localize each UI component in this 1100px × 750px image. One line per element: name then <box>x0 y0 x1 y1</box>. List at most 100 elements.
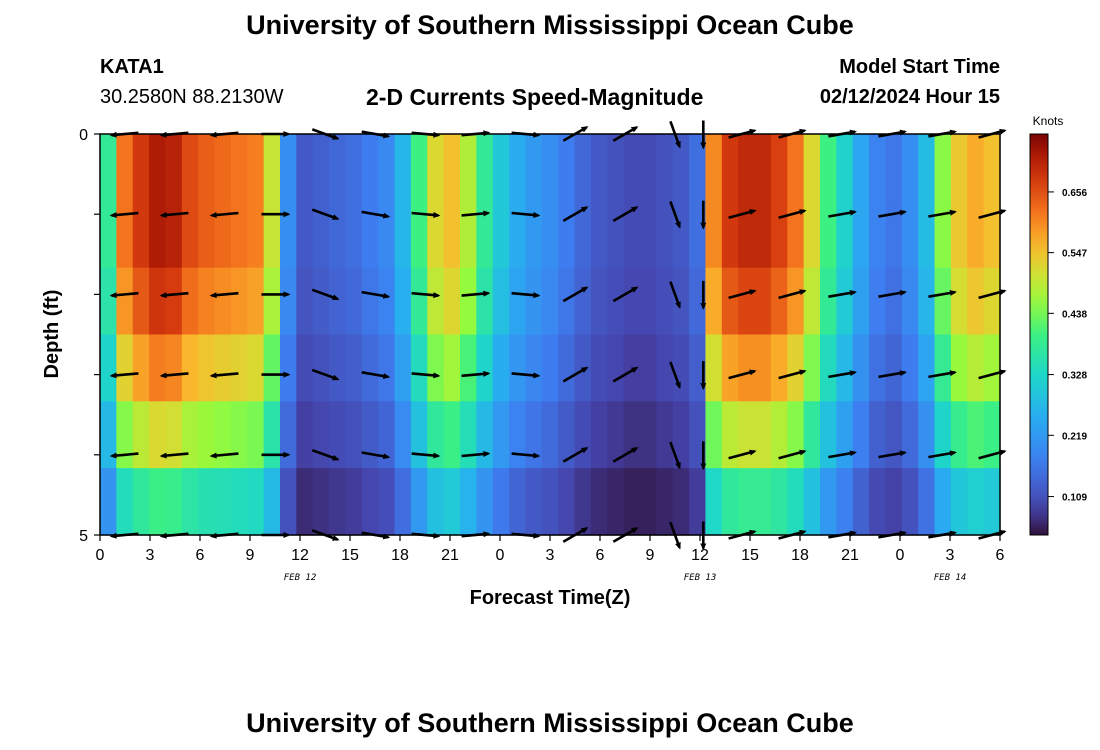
heatmap-cell <box>149 468 167 536</box>
heatmap-cell <box>410 134 428 202</box>
heatmap-cell <box>640 468 657 536</box>
heatmap-cell <box>443 267 461 336</box>
current-vector-arrow <box>511 291 541 299</box>
heatmap-cell <box>394 267 412 336</box>
x-tick-label: 3 <box>546 547 555 564</box>
heatmap-cell <box>460 267 477 336</box>
heatmap-cell <box>590 401 608 469</box>
heatmap-cell <box>181 468 199 536</box>
heatmap-cell <box>705 267 723 336</box>
heatmap-cell <box>967 401 985 469</box>
heatmap-cell <box>492 134 510 202</box>
current-vector-arrow <box>109 291 139 299</box>
heatmap-cell <box>509 468 527 536</box>
heatmap-cell <box>460 468 477 536</box>
current-vector-arrow <box>411 372 441 379</box>
heatmap-cell <box>640 200 657 269</box>
y-axis-label: Depth (ft) <box>41 290 63 379</box>
heatmap-cell <box>181 334 199 402</box>
heatmap-cell <box>574 468 592 536</box>
heatmap-cell <box>770 134 788 202</box>
heatmap-cell <box>230 401 248 469</box>
heatmap-cell <box>476 401 494 469</box>
heatmap-cell <box>836 200 854 269</box>
current-vector-arrow <box>669 201 681 229</box>
heatmap-cell <box>672 401 690 469</box>
heatmap-cell <box>476 468 494 536</box>
current-vector-arrow <box>928 289 957 298</box>
heatmap-cell <box>312 200 330 269</box>
heatmap-cell <box>361 468 379 536</box>
current-vector-arrow <box>311 368 340 381</box>
heatmap-cell <box>312 267 330 336</box>
heatmap-cell <box>247 468 265 536</box>
heatmap-cell <box>607 267 625 336</box>
x-tick-label: 6 <box>596 547 605 564</box>
heatmap-cell <box>590 134 608 202</box>
heatmap-cell <box>345 401 363 469</box>
heatmap-cell <box>443 468 461 536</box>
heatmap-cell <box>149 334 167 402</box>
heatmap-cell <box>132 200 150 269</box>
heatmap-cell <box>803 468 821 536</box>
x-tick-label: 18 <box>791 547 809 564</box>
model-start-value: 02/12/2024 Hour 15 <box>819 86 1000 108</box>
heatmap-cell <box>967 134 985 202</box>
heatmap-cell <box>901 267 919 336</box>
heatmap-cell <box>607 468 625 536</box>
x-tick-label: 3 <box>146 547 155 564</box>
heatmap-cell <box>885 134 903 202</box>
colorbar-tick-label: 0.438 <box>1062 309 1087 320</box>
heatmap-cell <box>590 200 608 269</box>
heatmap-cell <box>345 334 363 402</box>
heatmap-cell <box>869 468 887 536</box>
current-vector-arrow <box>669 281 681 309</box>
heatmap-cell <box>623 267 641 336</box>
heatmap-cell <box>558 468 576 536</box>
heatmap-cell <box>558 334 576 402</box>
heatmap-cell <box>443 134 461 202</box>
heatmap-cell <box>770 401 788 469</box>
heatmap-cell <box>525 200 543 269</box>
current-vector-arrow <box>828 209 857 218</box>
heatmap-cell <box>541 134 559 202</box>
current-vector-arrow <box>562 206 589 223</box>
heatmap-cell <box>230 267 248 336</box>
heatmap-cell <box>443 200 461 269</box>
heatmap-cell <box>852 334 870 402</box>
heatmap-cell <box>803 134 821 202</box>
heatmap-cell <box>394 401 412 469</box>
heatmap-cell <box>672 267 690 336</box>
heatmap-cell <box>672 200 690 269</box>
heatmap-cell <box>738 401 756 469</box>
heatmap-cell <box>378 334 396 402</box>
current-vector-arrow <box>612 286 639 303</box>
heatmap-cell <box>132 267 150 336</box>
heatmap-cell <box>705 200 723 269</box>
heatmap-cell <box>541 200 559 269</box>
heatmap-cell <box>509 401 527 469</box>
heatmap-cell <box>852 468 870 536</box>
heatmap-cell <box>312 468 330 536</box>
current-vector-arrow <box>109 452 139 459</box>
heatmap-cell <box>934 468 952 536</box>
heatmap-cell <box>721 468 739 536</box>
heatmap-cell <box>116 134 134 202</box>
heatmap-cell <box>165 134 183 202</box>
heatmap-cell <box>558 200 576 269</box>
heatmap-cell <box>263 401 281 469</box>
y-tick-label: 5 <box>79 528 88 545</box>
heatmap-cell <box>427 200 445 269</box>
footer-title: University of Southern Mississippi Ocean… <box>246 708 854 738</box>
current-vector-arrow <box>311 288 340 301</box>
heatmap-cell <box>574 401 592 469</box>
heatmap-cell <box>394 334 412 402</box>
heatmap-cell <box>132 401 150 469</box>
heatmap-cell <box>607 134 625 202</box>
heatmap-cell <box>787 468 805 536</box>
colorbar-tick-label: 0.328 <box>1062 371 1087 382</box>
heatmap-cell <box>836 267 854 336</box>
heatmap-cell <box>198 334 216 402</box>
heatmap-cell <box>410 401 428 469</box>
heatmap-cell <box>525 334 543 402</box>
